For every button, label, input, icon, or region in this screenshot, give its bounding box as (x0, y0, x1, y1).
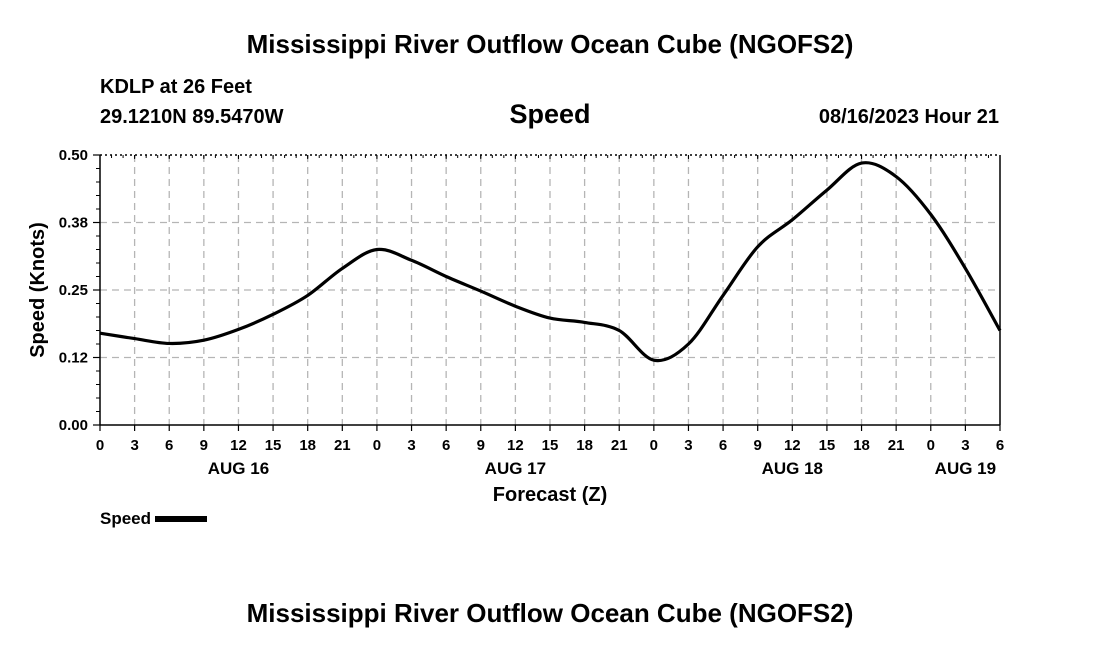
x-tick-label: 12 (507, 437, 524, 454)
y-tick-label: 0.25 (59, 282, 88, 299)
legend-swatch (155, 516, 208, 522)
x-tick-label: 6 (719, 437, 727, 454)
x-tick-label: 0 (373, 437, 381, 454)
x-axis-label: Forecast (Z) (493, 484, 607, 506)
legend-label: Speed (100, 509, 152, 528)
x-tick-label: 3 (407, 437, 415, 454)
chart-title: Mississippi River Outflow Ocean Cube (NG… (246, 29, 854, 59)
x-tick-label: 3 (684, 437, 692, 454)
x-tick-label: 0 (650, 437, 658, 454)
x-tick-label: 0 (927, 437, 935, 454)
x-tick-label: 18 (299, 437, 316, 454)
series-line-speed (99, 161, 1002, 363)
chart-subtitle: Speed (509, 99, 591, 129)
x-tick-label: 0 (96, 437, 104, 454)
x-tick-label: 9 (754, 437, 762, 454)
x-tick-label: 9 (477, 437, 485, 454)
footer-title: Mississippi River Outflow Ocean Cube (NG… (246, 598, 854, 628)
date-label: AUG 16 (208, 459, 269, 478)
station-label: KDLP at 26 Feet (100, 76, 252, 98)
x-tick-label: 12 (784, 437, 801, 454)
y-tick-label: 0.12 (59, 350, 88, 367)
x-tick-label: 6 (165, 437, 173, 454)
series-layer (99, 161, 1002, 363)
grid (100, 155, 1000, 425)
x-tick-label: 18 (853, 437, 870, 454)
x-tick-label: 21 (334, 437, 351, 454)
x-tick-label: 6 (442, 437, 450, 454)
x-tick-label: 15 (542, 437, 559, 454)
date-label: AUG 19 (935, 459, 996, 478)
y-tick-label: 0.00 (59, 417, 88, 434)
x-tick-label: 9 (200, 437, 208, 454)
axes (93, 154, 1001, 431)
x-tick-label: 3 (961, 437, 969, 454)
x-tick-label: 15 (265, 437, 282, 454)
legend: Speed (100, 509, 208, 529)
date-label: AUG 18 (762, 459, 823, 478)
date-label: AUG 17 (485, 459, 546, 478)
x-tick-label: 6 (996, 437, 1004, 454)
x-tick-label: 18 (576, 437, 593, 454)
x-tick-label: 12 (230, 437, 247, 454)
station-coordinates: 29.1210N 89.5470W (100, 106, 284, 128)
y-axis-label: Speed (Knots) (27, 222, 49, 358)
x-tick-label: 15 (819, 437, 836, 454)
y-tick-label: 0.50 (59, 147, 88, 164)
x-tick-label: 21 (611, 437, 628, 454)
x-tick-label: 21 (888, 437, 905, 454)
x-tick-label: 3 (130, 437, 138, 454)
y-tick-label: 0.38 (59, 215, 88, 232)
tick-labels: 0 3 6 9 12 15 18 21 0 3 6 9 12 15 18 21 0 3 6 9 12 15 18 21 0 3 6 0… (59, 147, 1004, 478)
forecast-timestamp: 08/16/2023 Hour 21 (818, 106, 999, 128)
